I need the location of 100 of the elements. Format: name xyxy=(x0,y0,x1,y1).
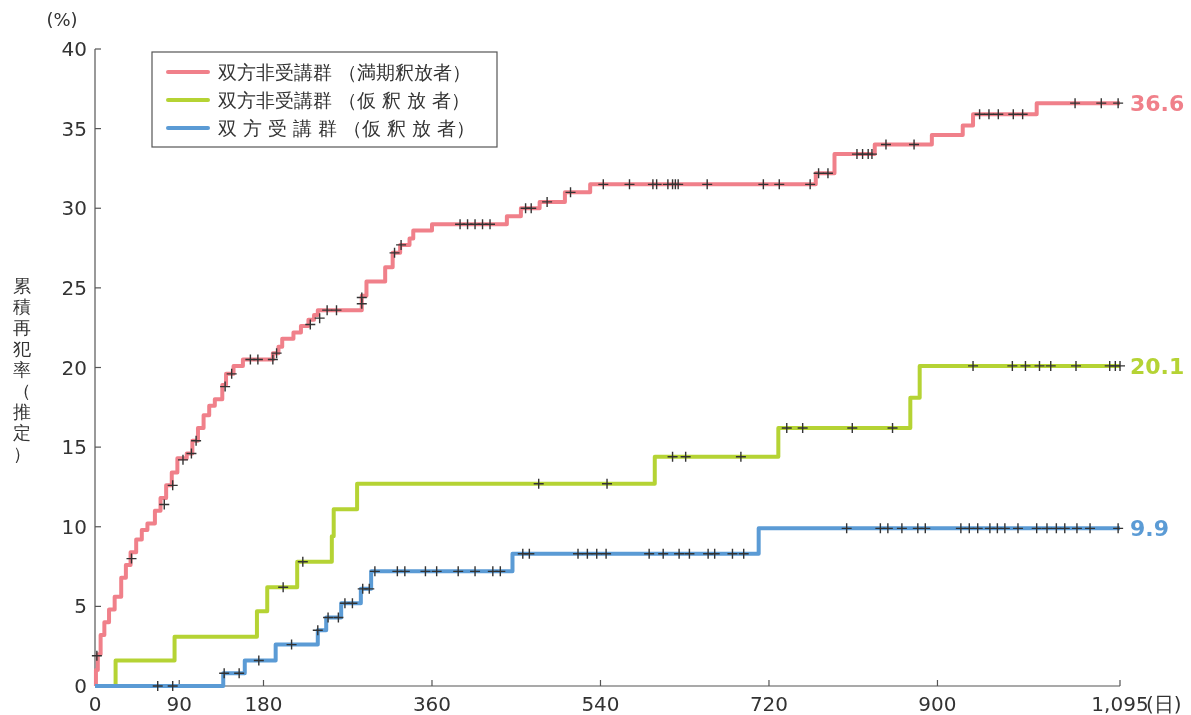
point xyxy=(313,312,326,324)
point xyxy=(1012,522,1024,535)
legend-label: 双 方 受 講 群 （仮 釈 放 者） xyxy=(218,117,476,139)
point xyxy=(796,422,809,434)
point xyxy=(781,422,793,434)
x-tick-label: 180 xyxy=(244,692,283,715)
point xyxy=(1050,522,1063,535)
x-tick-label: 360 xyxy=(412,692,452,715)
point xyxy=(369,565,381,578)
y-tick-label: 20 xyxy=(61,355,87,380)
point xyxy=(304,318,316,331)
data-label: 20.1 xyxy=(1130,353,1185,379)
point xyxy=(452,565,464,578)
data-label: 36.6 xyxy=(1130,91,1185,117)
point xyxy=(846,422,858,434)
point xyxy=(541,196,553,208)
point xyxy=(708,548,721,560)
point xyxy=(683,548,696,560)
point xyxy=(233,667,245,679)
text: 累積再犯率（推定） xyxy=(13,275,31,464)
point xyxy=(219,380,231,393)
data-label: 9.9 xyxy=(1130,516,1169,542)
point xyxy=(1070,360,1082,372)
point xyxy=(185,447,198,460)
point xyxy=(332,611,345,624)
point xyxy=(469,565,481,578)
point xyxy=(822,167,834,179)
point xyxy=(91,650,103,662)
point xyxy=(973,108,986,120)
point xyxy=(190,435,202,447)
point xyxy=(1016,108,1029,120)
point xyxy=(919,522,931,535)
point xyxy=(673,548,685,560)
point xyxy=(591,548,603,560)
legend-label: 双方非受講群 （満期釈放者） xyxy=(218,61,472,83)
x-tick-label: 90 xyxy=(166,692,192,715)
y-tick-label: 5 xyxy=(74,594,87,619)
point xyxy=(166,680,179,692)
point xyxy=(726,548,739,560)
point xyxy=(399,565,411,578)
point xyxy=(1030,522,1043,535)
point xyxy=(701,178,713,191)
point xyxy=(963,522,975,535)
point xyxy=(600,548,612,560)
point xyxy=(1069,97,1081,109)
point xyxy=(773,178,785,191)
y-tick-label: 30 xyxy=(61,196,87,221)
point xyxy=(321,304,333,316)
point xyxy=(469,218,481,230)
point xyxy=(166,479,179,492)
x-tick-label: 0 xyxy=(88,692,102,715)
point xyxy=(177,454,189,466)
point xyxy=(277,581,289,593)
point xyxy=(804,178,816,191)
point xyxy=(650,178,663,191)
point xyxy=(1112,522,1124,535)
point xyxy=(955,522,967,535)
point xyxy=(152,680,164,692)
point xyxy=(270,347,283,359)
point xyxy=(494,565,507,578)
point xyxy=(1071,522,1083,535)
point xyxy=(597,178,609,191)
point xyxy=(757,178,770,191)
point xyxy=(738,548,750,560)
point xyxy=(1006,360,1019,372)
point xyxy=(812,167,825,179)
point xyxy=(1084,522,1096,535)
y-tick-label: 10 xyxy=(61,514,87,539)
point xyxy=(886,422,899,434)
point xyxy=(679,450,692,463)
point xyxy=(525,202,537,214)
point xyxy=(330,304,343,316)
point xyxy=(882,522,894,535)
legend-label: 双方非受講群 （仮 釈 放 者） xyxy=(218,89,471,111)
point xyxy=(601,478,613,490)
point xyxy=(533,478,545,490)
point xyxy=(866,148,878,160)
point xyxy=(253,654,265,667)
point xyxy=(395,239,407,251)
x-tick-label: 720 xyxy=(749,692,789,715)
point xyxy=(1033,360,1046,372)
point xyxy=(972,522,984,535)
point xyxy=(1019,360,1032,372)
x-axis-title: (日) xyxy=(1146,692,1182,715)
point xyxy=(908,138,920,151)
point xyxy=(1059,522,1071,535)
point xyxy=(297,556,309,568)
point xyxy=(285,638,298,651)
point xyxy=(880,138,892,151)
y-tick-label: 0 xyxy=(74,674,87,698)
point xyxy=(218,667,230,679)
y-tick-label: 15 xyxy=(61,435,87,460)
point xyxy=(623,178,636,191)
point xyxy=(225,368,238,380)
y-tick-label: 35 xyxy=(61,116,87,141)
point xyxy=(992,108,1005,120)
y-tick-label: 40 xyxy=(61,37,87,61)
point xyxy=(267,353,279,366)
point xyxy=(125,552,138,565)
point xyxy=(666,450,679,463)
